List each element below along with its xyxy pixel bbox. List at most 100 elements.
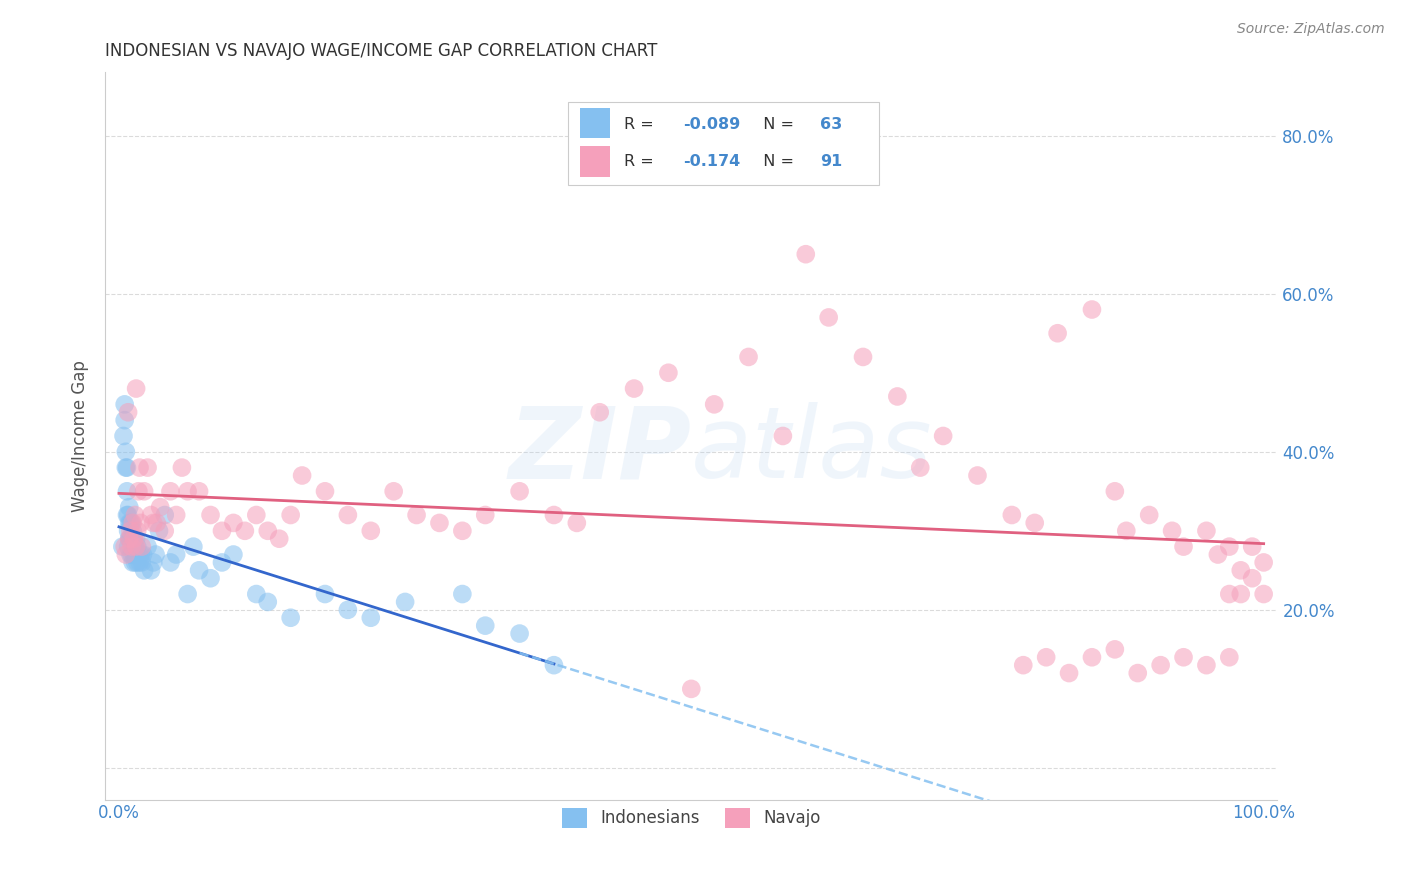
Point xyxy=(245,508,267,522)
Point xyxy=(148,524,170,538)
Point xyxy=(114,548,136,562)
Point xyxy=(114,413,136,427)
Point xyxy=(121,556,143,570)
Point xyxy=(121,532,143,546)
Point xyxy=(737,350,759,364)
Point xyxy=(211,524,233,538)
Point xyxy=(360,524,382,538)
Point xyxy=(681,681,703,696)
Text: -0.089: -0.089 xyxy=(683,118,741,132)
Point xyxy=(817,310,839,325)
Point xyxy=(772,429,794,443)
Point xyxy=(127,484,149,499)
Point xyxy=(121,516,143,530)
Point xyxy=(118,532,141,546)
Text: 91: 91 xyxy=(820,154,842,169)
Point xyxy=(233,524,256,538)
Point xyxy=(222,548,245,562)
Point xyxy=(200,571,222,585)
Point xyxy=(543,658,565,673)
Point xyxy=(589,405,612,419)
Point xyxy=(1024,516,1046,530)
Text: 63: 63 xyxy=(820,118,842,132)
Point xyxy=(176,484,198,499)
Point xyxy=(1137,508,1160,522)
Point xyxy=(125,532,148,546)
Text: N =: N = xyxy=(754,154,800,169)
Point xyxy=(122,548,145,562)
Point xyxy=(1126,666,1149,681)
Point xyxy=(1218,540,1240,554)
Point xyxy=(1149,658,1171,673)
Point xyxy=(336,603,359,617)
Point xyxy=(451,587,474,601)
Point xyxy=(125,382,148,396)
Point xyxy=(188,563,211,577)
Point xyxy=(165,508,187,522)
Point xyxy=(122,532,145,546)
Point xyxy=(336,508,359,522)
Point xyxy=(360,611,382,625)
Point xyxy=(117,524,139,538)
Point xyxy=(509,484,531,499)
Point xyxy=(127,540,149,554)
Point xyxy=(118,500,141,515)
Point xyxy=(1229,563,1251,577)
Point xyxy=(127,524,149,538)
Point xyxy=(129,516,152,530)
Legend: Indonesians, Navajo: Indonesians, Navajo xyxy=(555,801,827,835)
Point xyxy=(1229,587,1251,601)
Point xyxy=(165,548,187,562)
Point xyxy=(122,532,145,546)
Point xyxy=(121,516,143,530)
Text: R =: R = xyxy=(624,118,659,132)
Point xyxy=(131,540,153,554)
Point xyxy=(115,508,138,522)
Point xyxy=(127,548,149,562)
Point xyxy=(932,429,955,443)
Point xyxy=(125,548,148,562)
Point xyxy=(703,397,725,411)
Point xyxy=(120,532,142,546)
Point xyxy=(1218,650,1240,665)
Point xyxy=(114,444,136,458)
Text: R =: R = xyxy=(624,154,665,169)
Point xyxy=(111,540,134,554)
Point xyxy=(405,508,427,522)
Point xyxy=(509,626,531,640)
Point xyxy=(117,540,139,554)
Point xyxy=(121,524,143,538)
Point xyxy=(153,508,176,522)
FancyBboxPatch shape xyxy=(579,146,610,177)
Point xyxy=(125,540,148,554)
Point xyxy=(128,556,150,570)
Point xyxy=(159,556,181,570)
Point xyxy=(145,548,167,562)
Point xyxy=(256,524,278,538)
Point xyxy=(852,350,875,364)
Point xyxy=(176,587,198,601)
Point xyxy=(1012,658,1035,673)
Point xyxy=(112,429,135,443)
Point xyxy=(114,540,136,554)
Point xyxy=(394,595,416,609)
Point xyxy=(114,397,136,411)
Point xyxy=(124,556,146,570)
Point xyxy=(183,540,205,554)
Point xyxy=(211,556,233,570)
Text: INDONESIAN VS NAVAJO WAGE/INCOME GAP CORRELATION CHART: INDONESIAN VS NAVAJO WAGE/INCOME GAP COR… xyxy=(105,42,658,60)
Point xyxy=(657,366,679,380)
Point xyxy=(280,611,302,625)
Point xyxy=(1173,650,1195,665)
Point xyxy=(1218,587,1240,601)
Point xyxy=(121,540,143,554)
Point xyxy=(120,524,142,538)
Point xyxy=(1195,524,1218,538)
Point xyxy=(1253,556,1275,570)
Point xyxy=(139,508,162,522)
Point xyxy=(314,484,336,499)
Point xyxy=(794,247,817,261)
Text: ZIP: ZIP xyxy=(509,402,692,499)
Point xyxy=(1206,548,1229,562)
Point xyxy=(115,460,138,475)
